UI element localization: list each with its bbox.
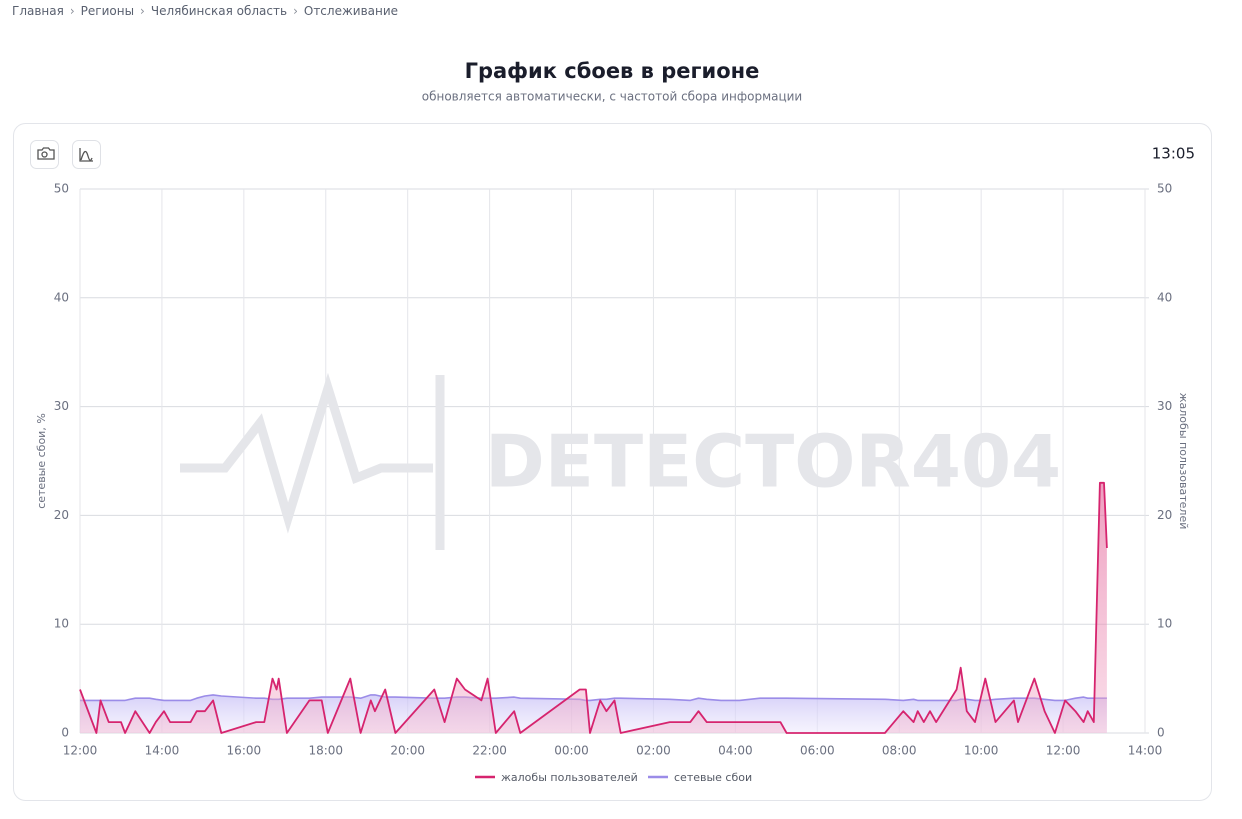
breadcrumb[interactable]: Главная <box>12 4 64 18</box>
breadcrumb: Отслеживание <box>303 4 399 18</box>
crumb-separator: › <box>293 4 298 18</box>
y-tick-label: 40 <box>54 290 69 304</box>
x-tick-label: 00:00 <box>554 744 589 758</box>
x-tick-label: 16:00 <box>227 744 262 758</box>
x-tick-label: 12:00 <box>1046 744 1081 758</box>
y-tick-label: 0 <box>61 726 69 740</box>
x-tick-label: 08:00 <box>882 744 917 758</box>
series-line <box>79 481 1108 734</box>
watermark: DETECTOR404 <box>180 372 1061 550</box>
page-subtitle: обновляется автоматически, с частотой сб… <box>422 90 802 104</box>
chart-mode-button[interactable] <box>72 140 101 169</box>
chart-icon <box>79 148 93 162</box>
y-tick-label: 50 <box>54 182 69 196</box>
y2-tick-label: 30 <box>1157 399 1172 413</box>
y2-tick-label: 0 <box>1157 726 1165 740</box>
y2-tick-label: 10 <box>1157 617 1172 631</box>
x-tick-label: 14:00 <box>145 744 180 758</box>
y2-axis-title: жалобы пользователей <box>1177 393 1190 530</box>
screenshot-button[interactable] <box>30 140 59 169</box>
x-tick-label: 10:00 <box>964 744 999 758</box>
watermark-logo <box>180 372 445 550</box>
y-tick-label: 20 <box>54 508 69 522</box>
clock: 13:05 <box>1152 145 1195 163</box>
breadcrumb[interactable]: Челябинская область <box>150 4 288 18</box>
watermark-text: DETECTOR404 <box>485 420 1061 504</box>
page-title: График сбоев в регионе <box>465 59 760 83</box>
y2-tick-label: 20 <box>1157 508 1172 522</box>
breadcrumb[interactable]: Регионы <box>80 4 135 18</box>
y2-tick-label: 40 <box>1157 290 1172 304</box>
crumb-separator: › <box>69 4 75 18</box>
chart-card <box>13 123 1212 801</box>
x-tick-label: 22:00 <box>472 744 507 758</box>
legend-label: жалобы пользователей <box>501 771 638 784</box>
x-tick-label: 04:00 <box>718 744 753 758</box>
y2-tick-label: 50 <box>1157 182 1172 196</box>
x-tick-label: 14:00 <box>1128 744 1163 758</box>
x-tick-label: 18:00 <box>308 744 343 758</box>
legend-label: сетевые сбои <box>674 771 752 784</box>
breadcrumbs: Главная › Регионы › Челябинская область › Отсл… <box>12 4 398 18</box>
crumb-separator: › <box>140 4 145 18</box>
x-tick-label: 02:00 <box>636 744 671 758</box>
y-tick-label: 30 <box>54 399 69 413</box>
y-tick-label: 10 <box>54 617 69 631</box>
camera-icon <box>37 147 55 160</box>
x-tick-label: 12:00 <box>63 744 98 758</box>
camera-lens <box>41 151 48 158</box>
y-axis-title: сетевые сбои, % <box>35 413 48 509</box>
x-tick-label: 06:00 <box>800 744 835 758</box>
x-tick-label: 20:00 <box>390 744 425 758</box>
